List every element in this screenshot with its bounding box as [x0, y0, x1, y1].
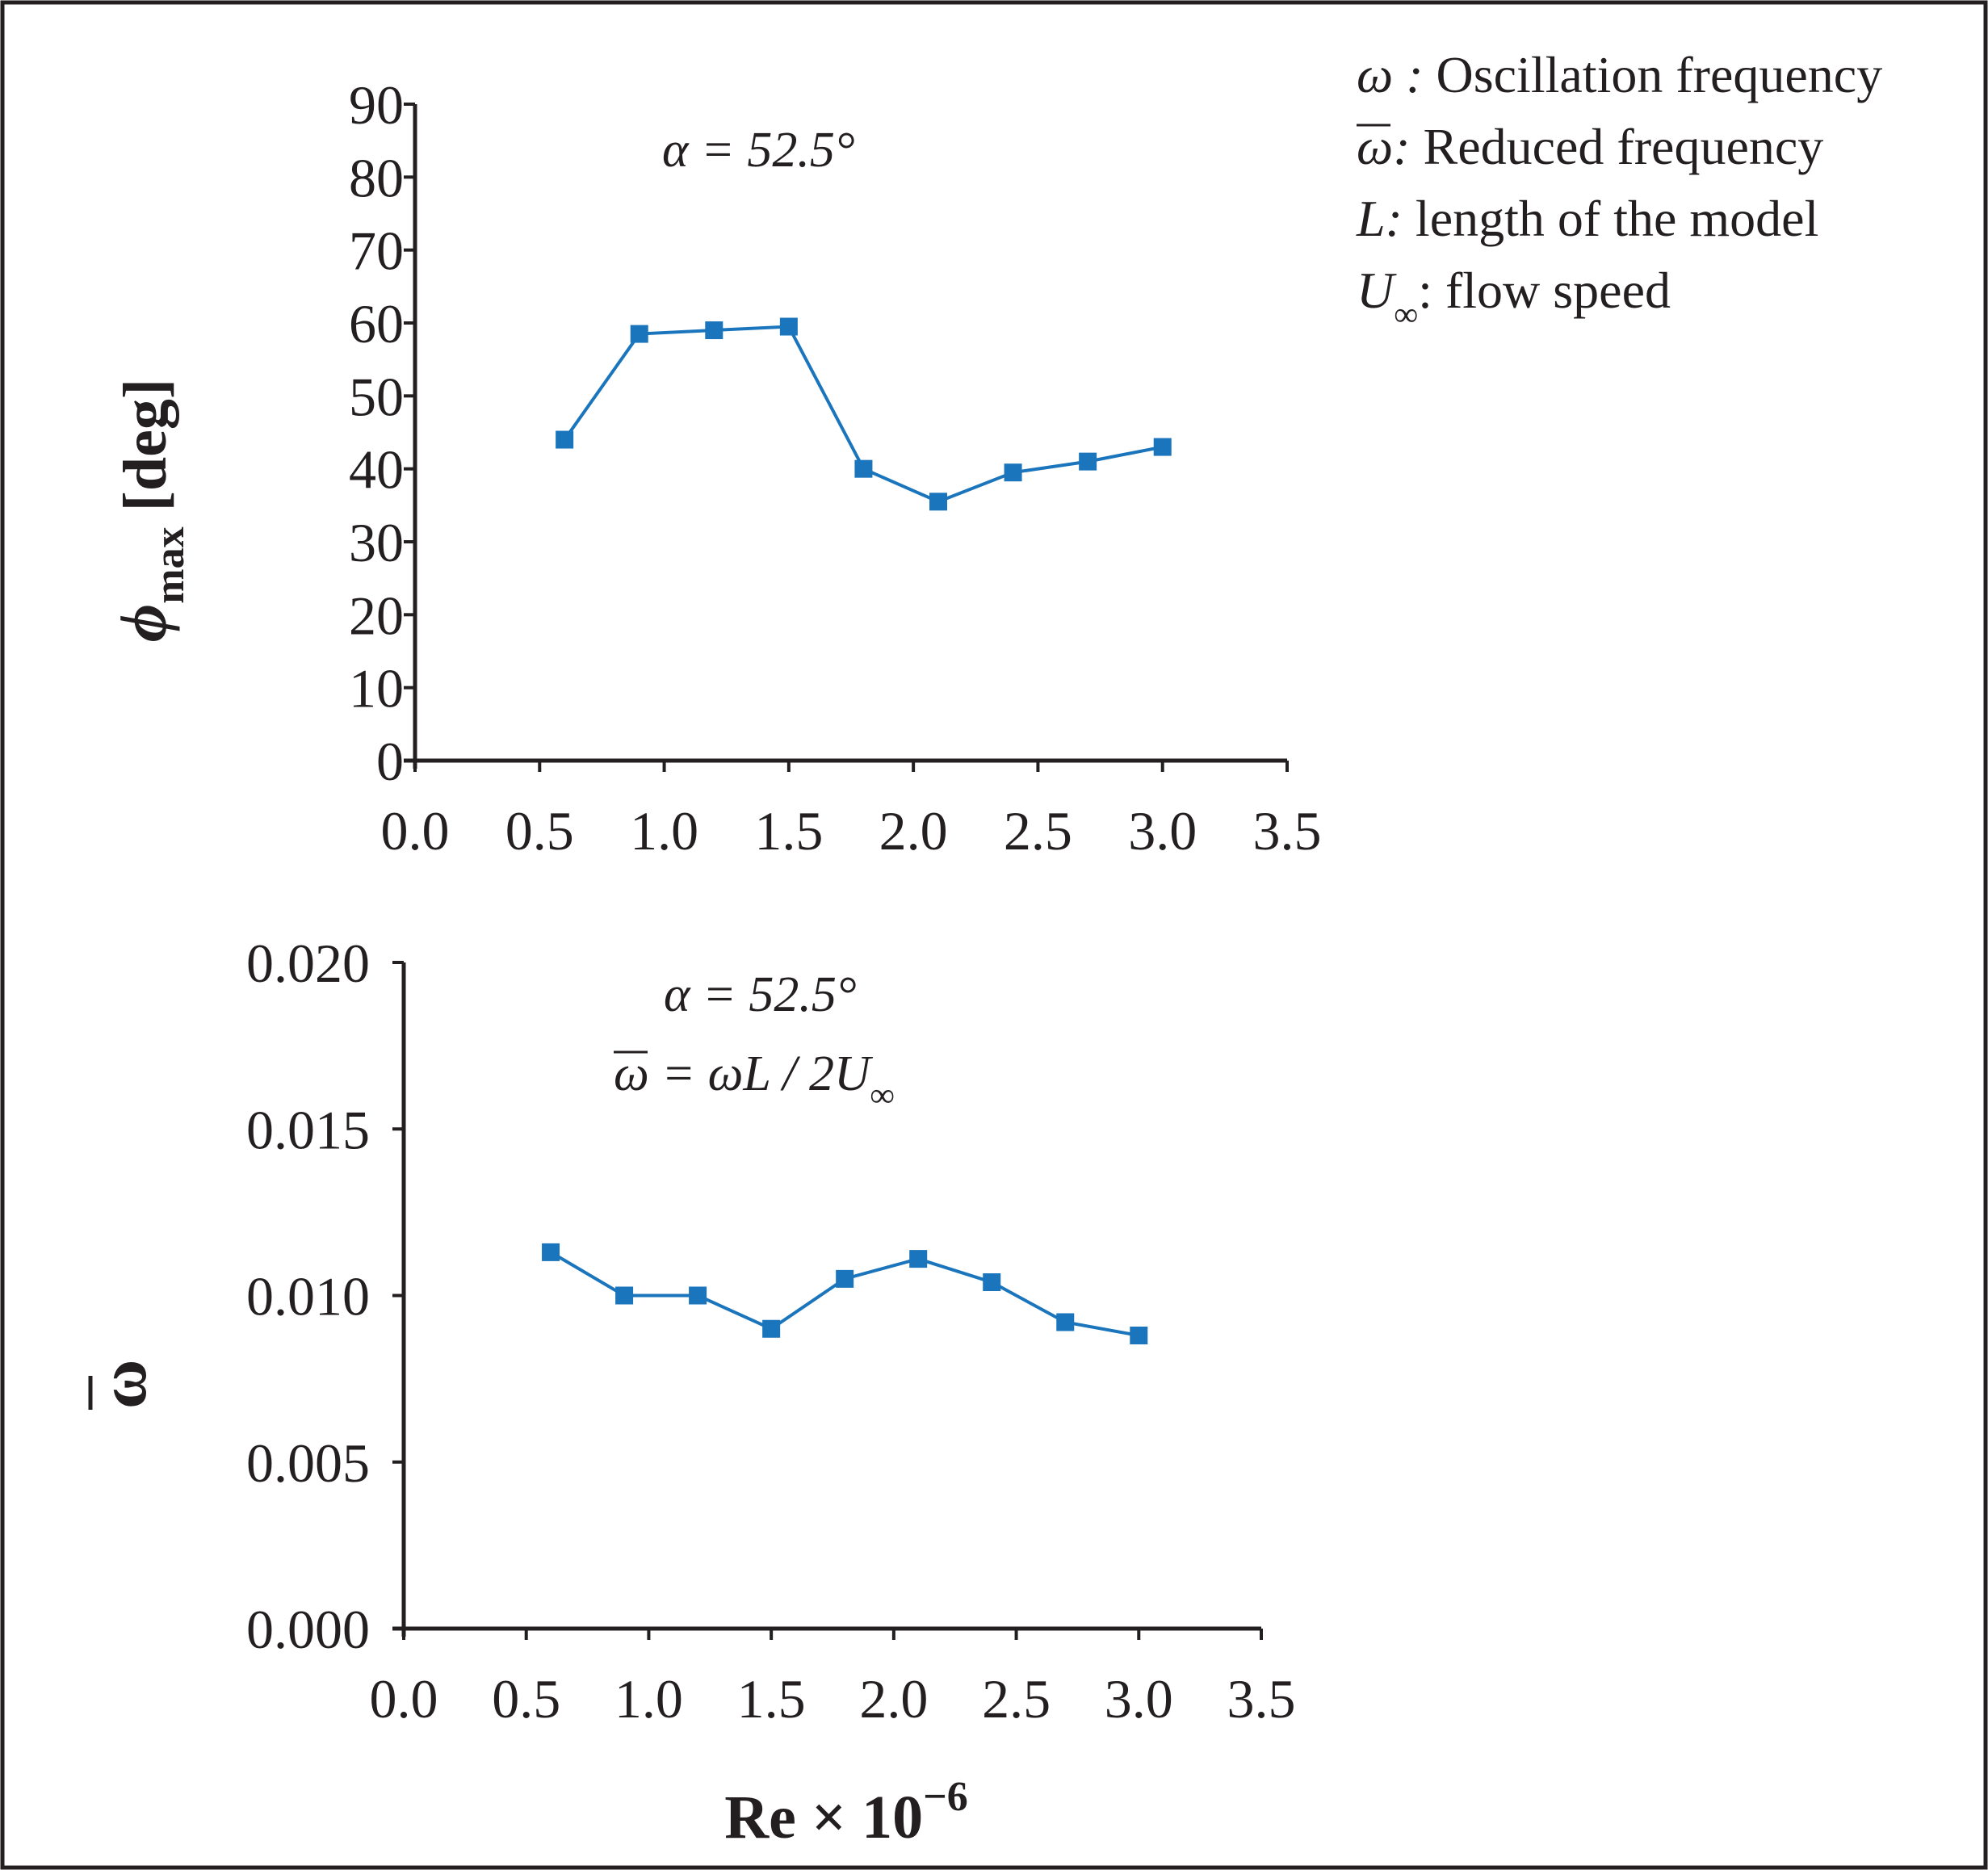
legend-item-length: L: length of the model	[1356, 190, 1818, 247]
x-tick-label: 1.5	[737, 1668, 806, 1730]
data-point	[630, 325, 648, 343]
data-point	[705, 321, 723, 340]
x-tick-label: 0.0	[370, 1668, 438, 1730]
legend-item-speed: U∞: flow speed	[1357, 262, 1671, 333]
data-point	[689, 1286, 707, 1305]
data-point	[854, 459, 873, 478]
data-point	[929, 493, 947, 511]
top-ylabel-symbol: ϕ	[107, 604, 180, 642]
legend-text-omega: Oscillation frequency	[1424, 46, 1883, 103]
legend-symbol-omega-bar: ω:	[1357, 118, 1411, 175]
bottom-annotation: α = 52.5°	[664, 967, 857, 1022]
y-tick-label: 0	[376, 731, 404, 792]
y-tick-label: 90	[349, 74, 404, 136]
legend-symbol-omega: ω :	[1357, 46, 1424, 103]
y-tick-label: 20	[349, 585, 404, 646]
legend-text-length: length of the model	[1403, 190, 1818, 247]
bottom-ylabel-symbol: ω	[86, 1360, 161, 1409]
data-point	[1130, 1327, 1148, 1344]
x-tick-label: 1.0	[614, 1668, 683, 1730]
x-tick-label: 0.5	[492, 1668, 560, 1730]
data-point	[836, 1269, 854, 1288]
y-tick-label: 30	[349, 512, 404, 573]
x-tick-label: 3.5	[1227, 1668, 1296, 1730]
legend-text-speed: : flow speed	[1418, 262, 1671, 319]
y-tick-label: 0.000	[246, 1599, 370, 1660]
bottom-formula-sub: ∞	[870, 1077, 895, 1114]
x-tick-label: 1.5	[754, 800, 823, 862]
y-tick-label: 0.005	[246, 1432, 370, 1494]
top-annotation-text: α = 52.5°	[662, 123, 855, 178]
x-tick-label: 0.5	[505, 800, 574, 862]
legend-item-omega-bar: ω: Reduced frequency	[1357, 118, 1823, 175]
bottom-y-axis-title: ω	[86, 1360, 161, 1409]
bottom-formula-lhs: ω	[614, 1046, 649, 1101]
x-axis-title: Re × 10−6	[724, 1774, 968, 1851]
data-point	[615, 1286, 634, 1305]
bottom-axes	[392, 961, 1263, 1640]
y-tick-label: 0.015	[246, 1099, 370, 1160]
data-point	[983, 1273, 1001, 1291]
data-point	[762, 1319, 781, 1338]
y-tick-label: 60	[349, 293, 404, 354]
x-tick-label: 3.5	[1253, 800, 1322, 862]
x-tick-label: 2.5	[1004, 800, 1072, 862]
data-point	[1153, 438, 1172, 456]
x-tick-label: 2.5	[982, 1668, 1051, 1730]
chart-phi-max: 0.0 0.5 1.0 1.5 2.0 2.5 3.0 3.5 0 10 20 30 40 50 60 70…	[107, 74, 1322, 862]
legend-symbol-speed: U	[1357, 262, 1397, 319]
x-axis-title-sup: −6	[923, 1774, 968, 1820]
x-tick-label: 2.0	[859, 1668, 928, 1730]
legend-item-omega: ω : Oscillation frequency	[1357, 46, 1882, 103]
x-tick-label: 3.0	[1105, 1668, 1173, 1730]
y-tick-label: 40	[349, 439, 404, 501]
data-point	[542, 1243, 560, 1261]
x-tick-label: 2.0	[879, 800, 948, 862]
legend-text-omega-bar: Reduced frequency	[1411, 118, 1824, 175]
chart-reduced-frequency: 0.0 0.5 1.0 1.5 2.0 2.5 3.0 3.5 0.000 0.005 0.010…	[86, 933, 1296, 1730]
y-tick-label: 0.010	[246, 1266, 370, 1327]
legend: ω : Oscillation frequency ω: Reduced fre…	[1356, 46, 1882, 333]
top-annotation: α = 52.5°	[662, 123, 855, 178]
bottom-x-tick-labels: 0.0 0.5 1.0 1.5 2.0 2.5 3.0 3.5	[370, 1668, 1296, 1730]
top-x-tick-labels: 0.0 0.5 1.0 1.5 2.0 2.5 3.0 3.5	[381, 800, 1322, 862]
top-ylabel-sub: max	[147, 526, 193, 603]
legend-symbol-length: L:	[1356, 190, 1403, 247]
y-tick-label: 70	[349, 220, 404, 282]
bottom-series	[542, 1243, 1148, 1344]
top-y-axis-title: ϕmax [deg]	[107, 379, 193, 642]
x-tick-label: 1.0	[630, 800, 698, 862]
data-point	[779, 317, 798, 336]
top-series	[556, 317, 1172, 511]
x-tick-label: 0.0	[381, 800, 450, 862]
x-tick-label: 3.0	[1128, 800, 1197, 862]
data-point	[1056, 1313, 1075, 1331]
data-point	[1079, 452, 1097, 471]
y-tick-label: 80	[349, 147, 404, 208]
y-tick-label: 0.020	[246, 933, 370, 994]
data-point	[909, 1250, 928, 1268]
data-point	[1004, 463, 1022, 482]
bottom-y-tick-labels: 0.000 0.005 0.010 0.015 0.020	[246, 933, 370, 1660]
y-tick-label: 10	[349, 658, 404, 719]
y-tick-label: 50	[349, 366, 404, 427]
top-ylabel-unit: [deg]	[111, 379, 179, 527]
bottom-formula: ω = ωL / 2U∞	[614, 1046, 895, 1114]
data-point	[556, 430, 574, 449]
bottom-annotation-text: α = 52.5°	[664, 967, 857, 1022]
legend-sub-speed: ∞	[1394, 296, 1418, 333]
top-axes	[404, 103, 1289, 772]
x-axis-title-main: Re × 10	[724, 1784, 923, 1851]
bottom-formula-rhs: = ωL / 2U	[649, 1046, 874, 1101]
top-y-tick-labels: 0 10 20 30 40 50 60 70 80 90	[349, 74, 404, 792]
